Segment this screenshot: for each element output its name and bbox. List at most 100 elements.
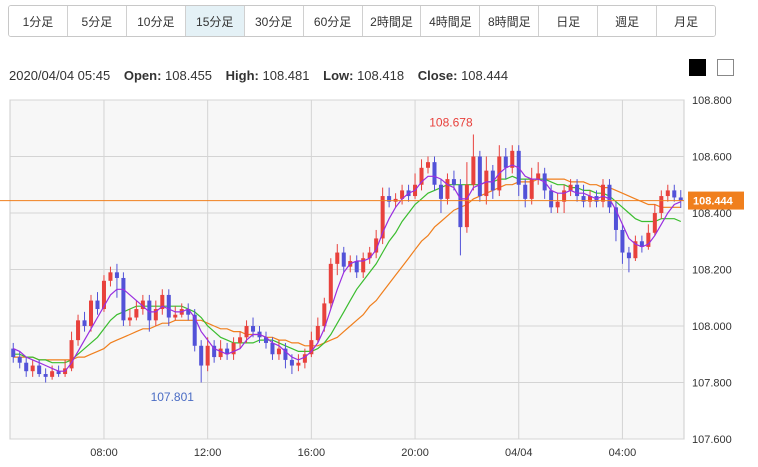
ohlc-datetime: 2020/04/04 05:45 [9, 68, 111, 83]
tab-timeframe-0[interactable]: 1分足 [9, 6, 68, 36]
candle-body [588, 196, 593, 202]
timeframe-tabs: 1分足 5分足 10分足 15分足 30分足 60分足 2時間足 4時間足 8時間足 日足 週足 月足 [8, 5, 716, 37]
candle-body [464, 184, 469, 228]
candle-body [160, 294, 165, 310]
candle-body [166, 294, 171, 318]
candle-body [276, 348, 281, 355]
x-tick-label: 20:00 [401, 447, 429, 459]
candle-body [652, 213, 657, 233]
candle-body [121, 277, 126, 321]
close-value: 108.444 [461, 68, 509, 83]
candle-body [43, 374, 48, 377]
candle-body [361, 258, 366, 273]
candle-body [354, 261, 359, 273]
high-value: 108.481 [262, 68, 310, 83]
y-tick-label: 107.600 [692, 434, 732, 446]
candle-body [633, 241, 638, 259]
candle-body [665, 190, 670, 197]
candle-body [289, 359, 294, 366]
y-tick-label: 108.800 [692, 95, 732, 107]
candle-body [477, 156, 482, 197]
candle-body [238, 337, 243, 343]
candle-body [127, 317, 132, 321]
candle-body [600, 184, 605, 202]
candle-body [30, 365, 35, 372]
candle-body [529, 179, 534, 199]
candle-body [11, 348, 16, 358]
candle-body [17, 357, 22, 363]
open-value: 108.455 [165, 68, 213, 83]
candle-body [140, 300, 145, 310]
tab-timeframe-10[interactable]: 週足 [598, 6, 658, 36]
candle-body [659, 196, 664, 213]
low-annotation: 107.801 [151, 390, 195, 404]
tab-timeframe-5[interactable]: 60分足 [303, 6, 363, 36]
y-tick-label: 107.800 [692, 378, 732, 390]
ma-short-line [12, 164, 682, 372]
candle-body [523, 184, 528, 199]
x-tick-label: 12:00 [194, 447, 222, 459]
ma-long-line [13, 178, 681, 361]
candle-body [438, 184, 443, 199]
candle-body [244, 326, 249, 338]
candle-body [426, 162, 431, 168]
open-label: Open: [123, 68, 162, 83]
candle-body [646, 232, 651, 247]
candle-body [613, 207, 618, 230]
candle-body [56, 371, 61, 375]
candle-body [205, 345, 210, 366]
candle-body [626, 252, 631, 259]
tab-timeframe-9[interactable]: 日足 [539, 6, 599, 36]
y-tick-label: 108.600 [692, 152, 732, 164]
candle-body [212, 345, 217, 358]
y-tick-label: 108.400 [692, 208, 732, 220]
tab-timeframe-6[interactable]: 2時間足 [362, 6, 422, 36]
high-annotation: 108.678 [429, 115, 473, 129]
x-tick-label: 04:00 [609, 447, 637, 459]
candle-body [367, 252, 372, 259]
dark-theme-button[interactable] [689, 59, 706, 76]
candle-body [445, 179, 450, 199]
candle-body [296, 362, 301, 366]
candle-body [114, 272, 119, 278]
candle-body [218, 348, 223, 358]
y-tick-label: 108.000 [692, 321, 732, 333]
candle-body [568, 184, 573, 191]
candle-body [283, 348, 288, 360]
candle-body [328, 263, 333, 304]
x-tick-label: 08:00 [90, 447, 118, 459]
tab-timeframe-7[interactable]: 4時間足 [421, 6, 481, 36]
close-label: Close: [417, 68, 458, 83]
candle-body [678, 197, 683, 201]
candle-body [302, 354, 307, 363]
candle-body [251, 326, 256, 332]
high-label: High: [225, 68, 259, 83]
candle-body [50, 371, 55, 377]
tab-timeframe-11[interactable]: 月足 [657, 6, 715, 36]
candle-body [419, 167, 424, 185]
candle-body [672, 190, 677, 198]
candle-body [322, 303, 327, 326]
candle-body [315, 326, 320, 341]
tab-timeframe-4[interactable]: 30分足 [244, 6, 304, 36]
light-theme-button[interactable] [717, 59, 734, 76]
candle-body [562, 190, 567, 202]
candle-body [374, 238, 379, 253]
candle-body [153, 309, 158, 321]
candle-body [186, 309, 191, 315]
candle-body [24, 362, 29, 372]
tab-timeframe-1[interactable]: 5分足 [67, 6, 127, 36]
candle-body [510, 150, 515, 168]
ohlc-readout: 2020/04/04 05:45 Open: 108.455 High: 108… [9, 68, 508, 83]
tab-timeframe-8[interactable]: 8時間足 [480, 6, 540, 36]
candle-body [101, 280, 106, 310]
y-tick-label: 108.200 [692, 265, 732, 277]
candle-body [231, 342, 236, 355]
tab-timeframe-2[interactable]: 10分足 [126, 6, 186, 36]
candle-body [225, 348, 230, 355]
candle-body [432, 162, 437, 185]
candle-body [89, 300, 94, 326]
current-price-tag [688, 191, 744, 210]
tab-timeframe-3[interactable]: 15分足 [185, 6, 245, 36]
